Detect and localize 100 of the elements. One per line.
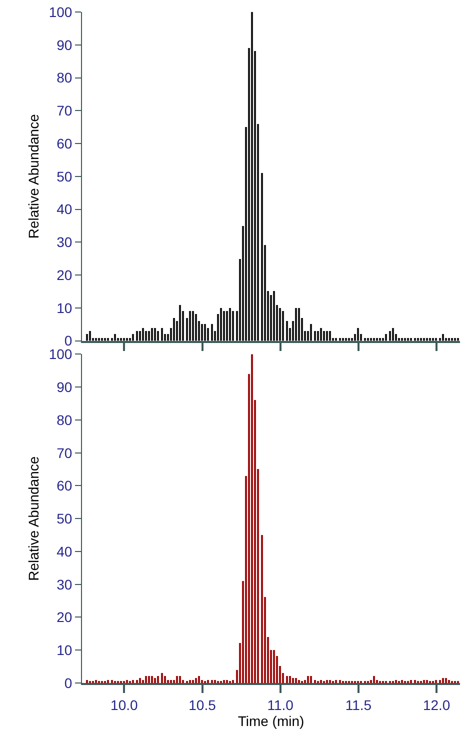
- bar: [232, 680, 234, 683]
- bar: [142, 328, 144, 341]
- bar: [232, 311, 234, 341]
- bar: [298, 680, 300, 683]
- y-tick-label: 60: [56, 135, 72, 152]
- bar: [389, 331, 391, 341]
- bar: [142, 680, 144, 683]
- bar: [157, 331, 159, 341]
- bar: [179, 676, 181, 683]
- bar: [435, 680, 437, 683]
- bar: [211, 324, 213, 341]
- y-tick-label: 10: [56, 300, 72, 316]
- bar: [401, 680, 403, 683]
- bar: [442, 334, 444, 341]
- bar: [429, 338, 431, 341]
- bar: [335, 680, 337, 683]
- y-tick-label: 70: [56, 444, 72, 461]
- bar: [289, 676, 291, 683]
- bar: [310, 324, 312, 341]
- bar: [120, 338, 122, 341]
- bar: [304, 680, 306, 683]
- bar: [261, 535, 263, 683]
- bar: [385, 334, 387, 341]
- bar: [379, 338, 381, 341]
- bar: [317, 331, 319, 341]
- bar: [182, 680, 184, 683]
- bar: [367, 338, 369, 341]
- bar: [251, 12, 253, 341]
- bar: [370, 338, 372, 341]
- bar: [298, 308, 300, 341]
- bar: [326, 331, 328, 341]
- bar: [292, 678, 294, 683]
- bar: [401, 338, 403, 341]
- bar: [223, 311, 225, 341]
- bar: [426, 338, 428, 341]
- bar: [220, 308, 222, 341]
- x-tick-label: 10.0: [110, 696, 138, 713]
- bar: [364, 338, 366, 341]
- y-tick-label: 80: [56, 70, 72, 86]
- bar: [167, 680, 169, 683]
- bar: [198, 676, 200, 683]
- y-tick-label: 40: [56, 201, 72, 218]
- bar: [101, 338, 103, 341]
- bar: [382, 338, 384, 341]
- bar: [89, 331, 91, 341]
- bar: [435, 338, 437, 341]
- bar: [351, 338, 353, 341]
- bar: [282, 311, 284, 341]
- bar: [192, 680, 194, 683]
- bar: [154, 328, 156, 341]
- bar: [376, 680, 378, 683]
- bar: [189, 680, 191, 683]
- bar: [357, 328, 359, 341]
- bar: [345, 338, 347, 341]
- bar: [107, 680, 109, 683]
- x-tick-label: 11.5: [345, 696, 372, 713]
- bar: [417, 338, 419, 341]
- bar: [195, 678, 197, 683]
- y-tick-label: 40: [56, 543, 72, 560]
- bar: [279, 308, 281, 341]
- bar: [410, 338, 412, 341]
- bar: [251, 354, 253, 683]
- bar: [323, 331, 325, 341]
- bar: [273, 291, 275, 341]
- y-tick-label: 60: [56, 478, 72, 494]
- x-tick-label: 12.0: [422, 696, 450, 713]
- bar: [151, 676, 153, 683]
- bar: [423, 338, 425, 341]
- bar: [261, 173, 263, 341]
- bar: [95, 680, 97, 683]
- bar: [126, 680, 128, 683]
- bar: [342, 338, 344, 341]
- y-tick-label: 90: [56, 36, 72, 53]
- bar: [123, 338, 125, 341]
- bar: [207, 328, 209, 341]
- bar: [329, 680, 331, 683]
- bar: [395, 680, 397, 683]
- y-axis-title: Relative Abundance: [25, 456, 42, 581]
- bar: [286, 676, 288, 683]
- bar: [201, 680, 203, 683]
- bar: [207, 680, 209, 683]
- bar: [320, 680, 322, 683]
- y-tick-label: 100: [48, 4, 72, 20]
- bar: [439, 680, 441, 683]
- y-tick-label: 10: [56, 642, 72, 658]
- bar: [117, 338, 119, 341]
- bar: [104, 338, 106, 341]
- bar: [392, 328, 394, 341]
- y-tick-label: 90: [56, 378, 72, 395]
- bar: [373, 676, 375, 683]
- bar: [154, 678, 156, 683]
- bar: [335, 338, 337, 341]
- y-tick-label: 0: [64, 674, 72, 691]
- bar: [329, 331, 331, 341]
- bar: [107, 338, 109, 341]
- bar: [170, 680, 172, 683]
- bar: [86, 680, 88, 683]
- bar: [448, 338, 450, 341]
- bar: [129, 338, 131, 341]
- bar: [161, 673, 163, 683]
